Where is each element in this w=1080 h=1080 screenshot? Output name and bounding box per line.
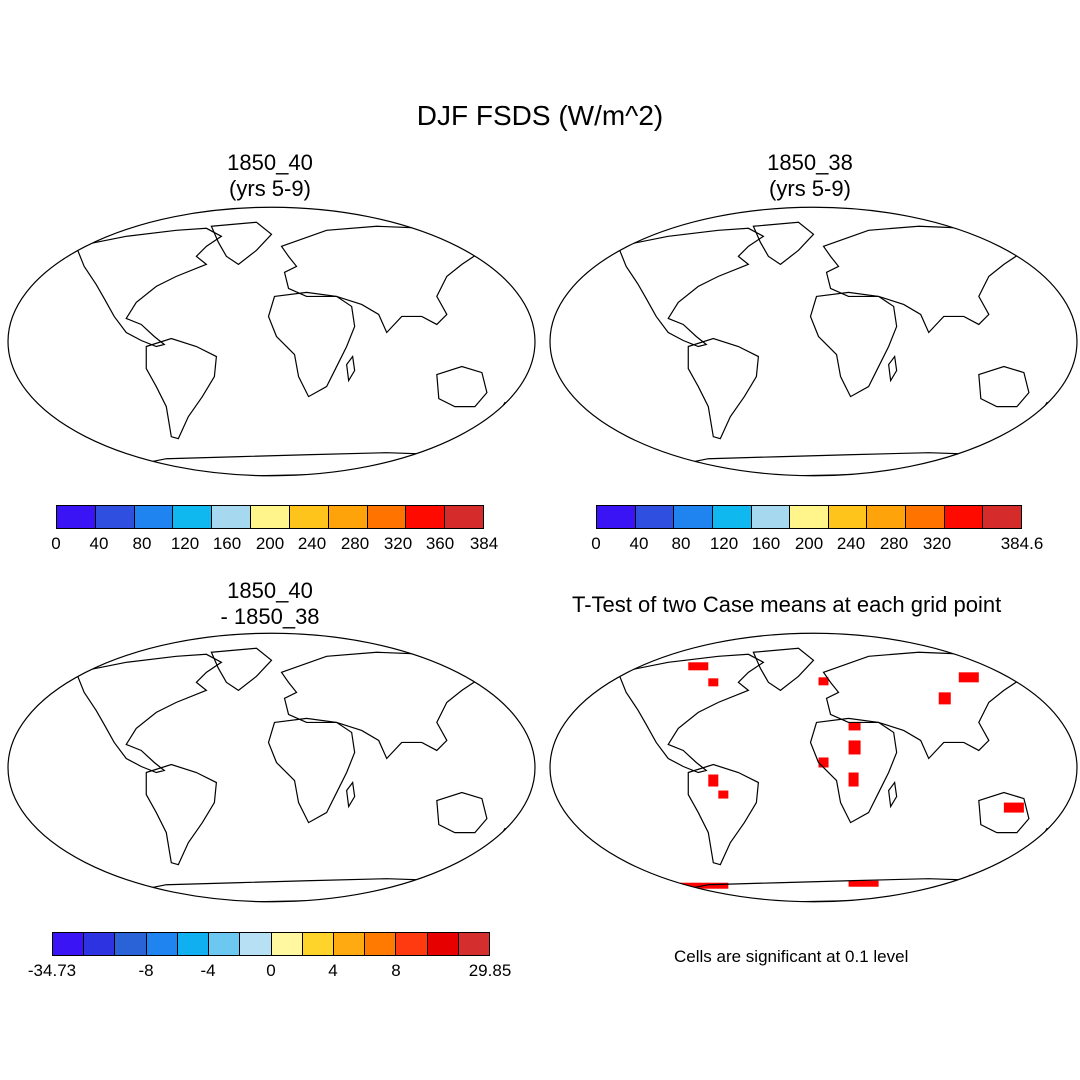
colorbar-tick-label: -4 — [200, 961, 216, 980]
colorbar-box — [674, 506, 713, 528]
colorbar-tick-label: 40 — [89, 534, 109, 553]
colorbar-tick-label: 0 — [591, 534, 601, 553]
colorbar-tick-label: 160 — [751, 534, 781, 553]
colorbar-box — [271, 933, 303, 955]
colorbar-tick-label: 280 — [879, 534, 909, 553]
colorbar-box — [177, 933, 210, 955]
panel1-title: 1850_40 (yrs 5-9) — [170, 150, 370, 202]
colorbar-box — [983, 506, 1022, 528]
colorbar-tick-label: 40 — [629, 534, 649, 553]
colorbar-box — [95, 506, 135, 528]
colorbar-box — [867, 506, 907, 528]
colorbar-tick-label: 384.6 — [1000, 534, 1044, 553]
colorbar-box — [173, 506, 213, 528]
colorbar-box — [458, 933, 490, 955]
colorbar-box — [53, 933, 85, 955]
colorbar-tick-label: 200 — [794, 534, 824, 553]
colorbar-box — [115, 933, 147, 955]
colorbar-1850-38 — [596, 505, 1022, 529]
colorbar-tick-label: 360 — [425, 534, 455, 553]
colorbar-box — [712, 506, 752, 528]
colorbar-box — [828, 506, 868, 528]
colorbar-tick-label: -8 — [138, 961, 154, 980]
map-panel-difference — [7, 632, 536, 903]
colorbar-box — [944, 506, 984, 528]
map-panel-1850-38 — [549, 206, 1078, 477]
colorbar-tick-label: 29.85 — [468, 961, 512, 980]
panel3-title: 1850_40 - 1850_38 — [170, 578, 370, 630]
colorbar-box — [790, 506, 829, 528]
colorbar-box — [597, 506, 636, 528]
colorbar-box — [212, 506, 252, 528]
colorbar-box — [367, 506, 407, 528]
colorbar-tick-label: 80 — [132, 534, 152, 553]
colorbar-box — [251, 506, 290, 528]
panel1-title-line1: 1850_40 — [227, 150, 313, 175]
panel1-title-line2: (yrs 5-9) — [229, 176, 311, 201]
colorbar-tick-label: -34.73 — [27, 961, 77, 980]
colorbar-box — [445, 506, 483, 528]
colorbar-box — [240, 933, 272, 955]
colorbar-box — [365, 933, 397, 955]
panel2-title: 1850_38 (yrs 5-9) — [710, 150, 910, 202]
ttest-significance-note: Cells are significant at 0.1 level — [674, 947, 909, 966]
colorbar-box — [333, 933, 366, 955]
colorbar-tick-label: 4 — [328, 961, 338, 980]
colorbar-tick-label: 8 — [391, 961, 401, 980]
colorbar-tick-label: 240 — [836, 534, 866, 553]
colorbar-box — [84, 933, 116, 955]
colorbar-tick-label: 160 — [212, 534, 242, 553]
colorbar-box — [635, 506, 675, 528]
colorbar-tick-label: 120 — [709, 534, 739, 553]
colorbar-tick-label: 320 — [383, 534, 413, 553]
colorbar-difference — [52, 932, 490, 956]
colorbar-box — [146, 933, 178, 955]
colorbar-tick-label: 0 — [51, 534, 61, 553]
map-panel-ttest — [549, 632, 1078, 903]
figure-title: DJF FSDS (W/m^2) — [416, 100, 664, 131]
colorbar-box — [906, 506, 945, 528]
panel3-title-line2: - 1850_38 — [220, 604, 320, 629]
colorbar-tick-label: 240 — [297, 534, 327, 553]
colorbar-tick-label: 200 — [255, 534, 285, 553]
colorbar-tick-label: 80 — [671, 534, 691, 553]
colorbar-tick-label: 384 — [469, 534, 499, 553]
panel4-title: T-Test of two Case means at each grid po… — [572, 592, 1002, 617]
colorbar-box — [751, 506, 791, 528]
colorbar-box — [396, 933, 428, 955]
panel3-title-line1: 1850_40 — [227, 578, 313, 603]
colorbar-tick-label: 120 — [170, 534, 200, 553]
colorbar-1850-40 — [56, 505, 484, 529]
colorbar-box — [289, 506, 329, 528]
colorbar-tick-label: 0 — [266, 961, 276, 980]
map-panel-1850-40 — [7, 206, 536, 477]
colorbar-tick-label: 320 — [922, 534, 952, 553]
panel2-title-line2: (yrs 5-9) — [769, 176, 851, 201]
colorbar-box — [134, 506, 174, 528]
colorbar-box — [406, 506, 446, 528]
colorbar-box — [57, 506, 96, 528]
colorbar-box — [302, 933, 334, 955]
colorbar-box — [427, 933, 459, 955]
colorbar-tick-label: 280 — [340, 534, 370, 553]
colorbar-box — [328, 506, 368, 528]
colorbar-box — [209, 933, 241, 955]
panel2-title-line1: 1850_38 — [767, 150, 853, 175]
